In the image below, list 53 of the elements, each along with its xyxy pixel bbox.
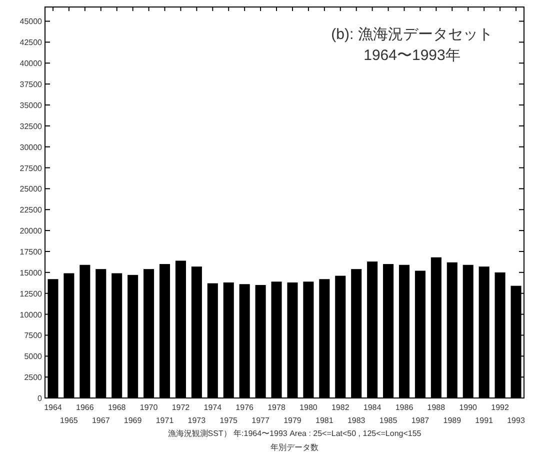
annotation: 1964〜1993年 xyxy=(364,47,460,64)
x-tick-label: 1967 xyxy=(92,416,110,425)
y-tick-label: 15000 xyxy=(20,268,43,278)
x-tick-label: 1993 xyxy=(507,416,526,425)
x-tick-label: 1972 xyxy=(172,403,190,412)
x-tick-label: 1990 xyxy=(459,403,478,412)
x-tick-label: 1980 xyxy=(300,403,318,412)
y-tick-label: 7500 xyxy=(24,331,43,340)
y-tick-label: 45000 xyxy=(20,17,43,26)
x-tick-label: 1977 xyxy=(252,416,270,425)
x-tick-label: 1968 xyxy=(108,403,126,412)
x-tick-label: 1982 xyxy=(331,403,350,412)
annotation: (b): 漁海況データセット xyxy=(331,26,493,43)
x-tick-label: 1986 xyxy=(395,403,414,412)
x-tick-label: 1981 xyxy=(316,416,334,425)
y-tick-label: 27500 xyxy=(20,164,43,173)
y-tick-label: 30000 xyxy=(20,142,43,152)
x-tick-label: 1978 xyxy=(268,403,286,412)
x-tick-label: 1973 xyxy=(188,416,206,425)
x-tick-label: 1991 xyxy=(475,416,494,425)
y-tick-label: 0 xyxy=(38,394,43,403)
x-tick-label: 1985 xyxy=(379,416,398,425)
x-tick-label: 1975 xyxy=(220,416,238,425)
x-tick-label: 1976 xyxy=(236,403,254,412)
x-tick-label: 1987 xyxy=(411,416,430,425)
x-tick-label: 1965 xyxy=(60,416,78,425)
x-tick-label: 1966 xyxy=(76,403,94,412)
x-tick-label: 1964 xyxy=(44,403,62,412)
x-tick-label: 1974 xyxy=(204,403,222,412)
y-tick-label: 40000 xyxy=(20,59,43,68)
x-tick-label: 1983 xyxy=(347,416,366,425)
annotation: 年別データ数 xyxy=(270,443,318,452)
y-tick-label: 12500 xyxy=(20,289,43,298)
y-tick-label: 32500 xyxy=(20,122,43,131)
x-tick-label: 1971 xyxy=(156,416,174,425)
x-tick-label: 1988 xyxy=(427,403,446,412)
x-axis-title: 漁海況観測SST） 年:1964〜1993 Area : 25<=Lat<50 , 125<=Long<155 xyxy=(168,429,422,438)
x-tick-label: 1992 xyxy=(491,403,510,412)
y-tick-label: 25000 xyxy=(20,184,43,194)
y-tick-label: 5000 xyxy=(24,352,43,362)
y-tick-label: 10000 xyxy=(20,310,43,320)
y-tick-label: 37500 xyxy=(20,80,43,90)
x-tick-label: 1989 xyxy=(443,416,462,425)
y-tick-label: 35000 xyxy=(20,100,43,110)
x-tick-label: 1979 xyxy=(284,416,302,425)
y-tick-label: 2500 xyxy=(24,373,43,382)
y-tick-label: 20000 xyxy=(20,226,43,236)
y-tick-label: 42500 xyxy=(20,38,43,48)
y-tick-label: 17500 xyxy=(20,247,43,256)
x-tick-label: 1970 xyxy=(140,403,158,412)
x-tick-label: 1984 xyxy=(363,403,382,412)
x-tick-label: 1969 xyxy=(124,416,142,425)
y-tick-label: 22500 xyxy=(20,206,43,215)
